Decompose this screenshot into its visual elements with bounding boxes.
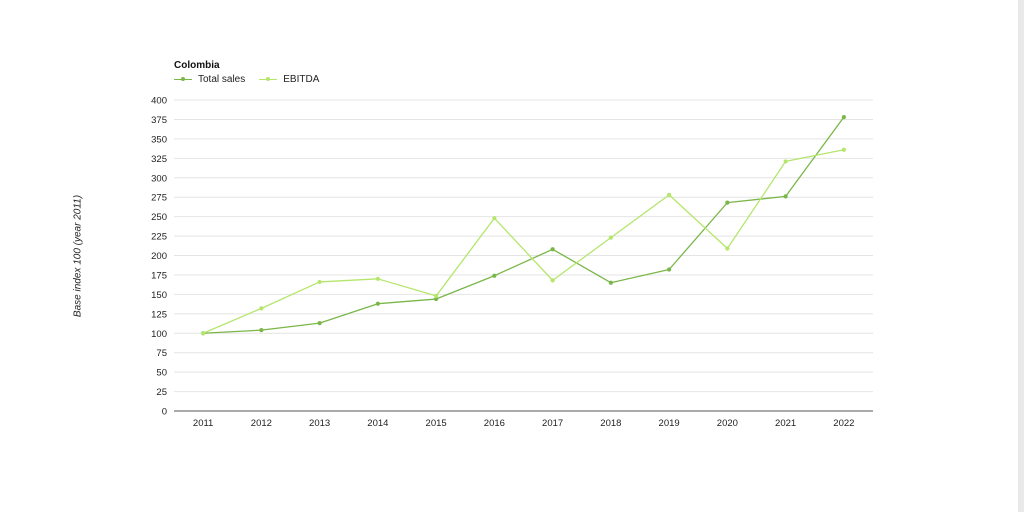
- y-tick-label-275: 275: [151, 193, 167, 204]
- y-tick-label-200: 200: [151, 251, 167, 262]
- data-point-ebitda-2013: [317, 279, 322, 285]
- series-line-total-sales: [203, 116, 845, 334]
- y-tick-label-375: 375: [151, 115, 167, 126]
- data-point-ebitda-2021: [783, 159, 788, 164]
- data-point-ebitda-2014: [375, 276, 380, 281]
- legend-label-ebitda: EBITDA: [283, 74, 320, 85]
- data-point-total-sales-2021: [783, 194, 788, 199]
- data-point-ebitda-2016: [492, 216, 497, 221]
- x-tick-label-2013: 2013: [309, 418, 330, 429]
- data-point-ebitda-2018: [608, 235, 613, 240]
- data-point-ebitda-2012: [259, 306, 264, 311]
- y-tick-label-250: 250: [151, 212, 167, 223]
- y-tick-label-300: 300: [151, 173, 167, 184]
- y-tick-label-225: 225: [151, 232, 167, 243]
- data-point-total-sales-2012: [259, 328, 264, 333]
- legend-item-total-sales[interactable]: Total sales: [174, 74, 245, 85]
- y-tick-label-325: 325: [151, 154, 167, 165]
- data-point-ebitda-2011: [201, 331, 206, 336]
- legend-item-ebitda[interactable]: EBITDA: [259, 74, 319, 85]
- data-point-total-sales-2017: [550, 247, 555, 252]
- data-point-total-sales-2014: [375, 301, 380, 306]
- x-tick-label-2014: 2014: [367, 418, 388, 429]
- chart-title: Colombia: [174, 60, 220, 71]
- y-tick-label-350: 350: [151, 134, 167, 145]
- data-point-total-sales-2022: [841, 115, 846, 120]
- y-tick-label-400: 400: [151, 96, 167, 107]
- x-tick-label-2012: 2012: [251, 418, 272, 429]
- x-tick-label-2016: 2016: [484, 418, 505, 429]
- y-tick-label-75: 75: [156, 348, 167, 359]
- y-tick-label-50: 50: [156, 368, 167, 379]
- data-point-ebitda-2017: [550, 278, 555, 283]
- data-point-ebitda-2020: [725, 246, 730, 251]
- x-tick-label-2011: 2011: [193, 418, 213, 429]
- data-point-ebitda-2019: [667, 192, 672, 197]
- y-tick-label-0: 0: [162, 407, 167, 418]
- page-edge: [1018, 0, 1024, 512]
- data-point-total-sales-2016: [492, 273, 497, 278]
- y-tick-label-25: 25: [156, 387, 167, 398]
- x-tick-label-2022: 2022: [833, 418, 854, 429]
- x-tick-label-2019: 2019: [659, 418, 680, 429]
- chart-legend: Total sales EBITDA: [174, 74, 319, 85]
- data-point-ebitda-2015: [434, 293, 439, 299]
- series-line-ebitda: [202, 149, 845, 334]
- y-tick-label-150: 150: [151, 290, 167, 301]
- x-tick-label-2015: 2015: [426, 418, 447, 429]
- legend-swatch-ebitda: [259, 75, 278, 85]
- data-point-total-sales-2015: [434, 296, 439, 302]
- y-tick-label-175: 175: [151, 270, 167, 281]
- data-point-ebitda-2022: [841, 147, 846, 152]
- data-point-total-sales-2018: [608, 280, 613, 285]
- x-tick-label-2020: 2020: [717, 418, 738, 429]
- data-point-total-sales-2019: [667, 267, 672, 272]
- y-tick-label-125: 125: [151, 309, 167, 320]
- legend-label-total-sales: Total sales: [198, 74, 246, 85]
- x-tick-label-2017: 2017: [542, 418, 563, 429]
- x-tick-label-2021: 2021: [775, 418, 796, 429]
- x-tick-label-2018: 2018: [600, 418, 621, 429]
- data-point-total-sales-2020: [725, 200, 730, 205]
- legend-swatch-total-sales: [174, 75, 192, 85]
- y-tick-label-100: 100: [151, 329, 167, 340]
- data-point-total-sales-2013: [317, 321, 322, 326]
